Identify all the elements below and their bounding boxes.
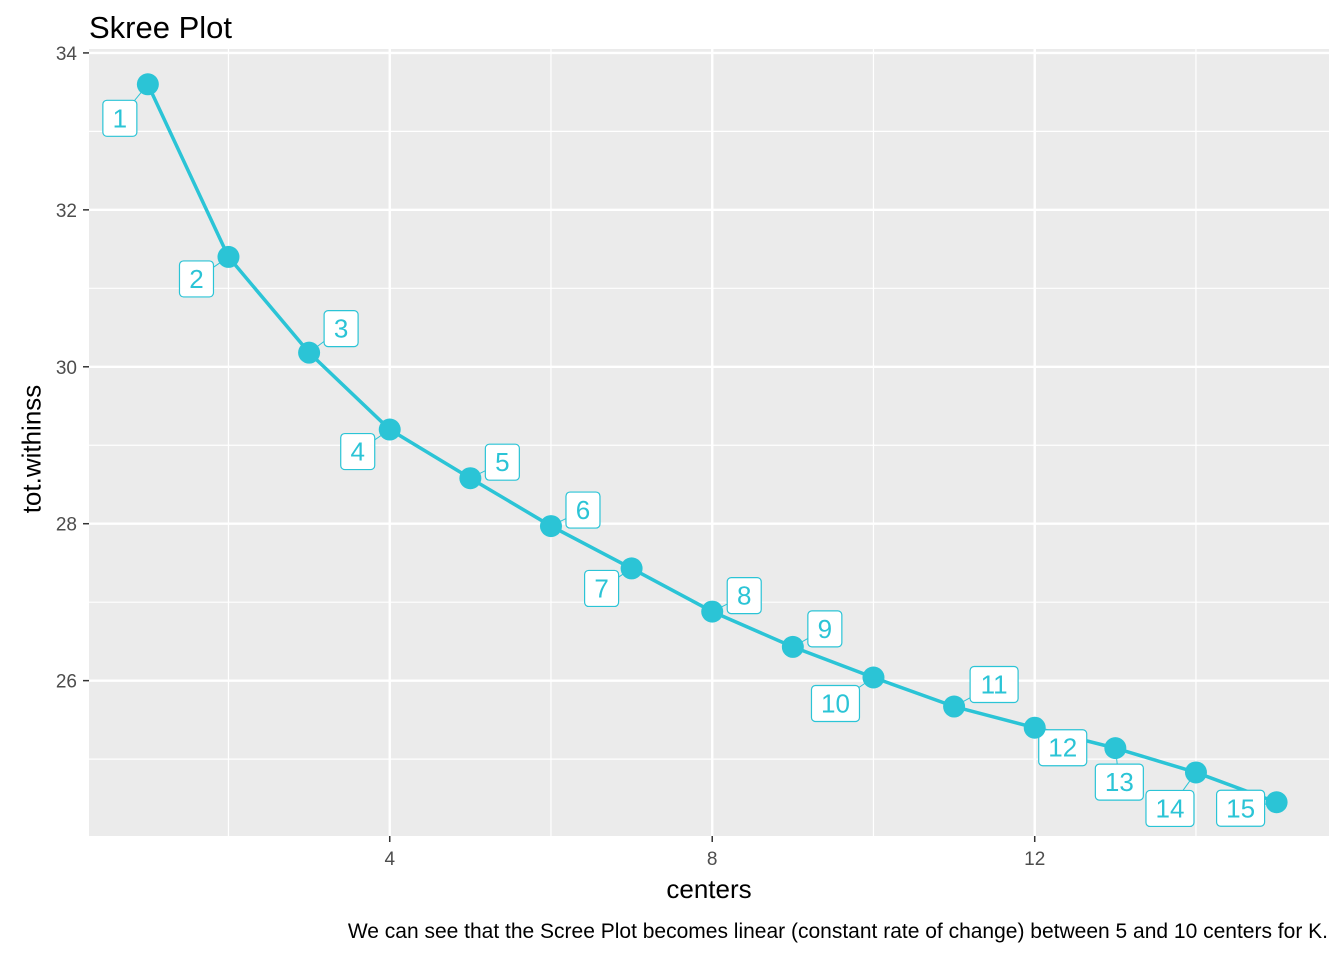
y-tick-label: 28 bbox=[56, 515, 77, 536]
point-label-box bbox=[323, 310, 359, 348]
x-tick-label: 8 bbox=[707, 849, 718, 870]
data-point bbox=[217, 245, 240, 268]
point-label-box bbox=[1094, 763, 1144, 801]
plot-panel bbox=[89, 49, 1329, 836]
data-point bbox=[862, 666, 885, 689]
data-point bbox=[1104, 737, 1127, 760]
point-label: 3 bbox=[334, 314, 348, 344]
point-label-box bbox=[178, 260, 215, 298]
point-label-box bbox=[726, 576, 762, 615]
x-tick-label: 4 bbox=[384, 849, 395, 870]
data-point bbox=[539, 515, 562, 538]
y-tick-label: 32 bbox=[56, 201, 77, 222]
point-label-box bbox=[584, 569, 620, 608]
point-label: 13 bbox=[1105, 767, 1134, 797]
chart-title: Skree Plot bbox=[89, 10, 233, 45]
point-label: 14 bbox=[1156, 793, 1185, 823]
y-tick-label: 30 bbox=[56, 358, 77, 379]
point-label: 15 bbox=[1226, 793, 1255, 823]
data-point bbox=[298, 341, 321, 364]
data-point bbox=[1184, 761, 1207, 784]
point-label: 10 bbox=[821, 689, 850, 719]
point-label-box bbox=[969, 665, 1019, 704]
point-label-box bbox=[810, 684, 861, 723]
point-label-box bbox=[1145, 789, 1195, 828]
data-point bbox=[1265, 791, 1288, 814]
y-tick-label: 26 bbox=[56, 672, 77, 693]
point-label-box bbox=[102, 99, 138, 137]
point-label-box bbox=[340, 432, 376, 471]
point-label-box bbox=[807, 610, 843, 648]
y-tick-label: 34 bbox=[56, 44, 78, 65]
data-point bbox=[781, 635, 804, 658]
point-label: 2 bbox=[189, 264, 203, 294]
point-label-box bbox=[484, 443, 520, 481]
point-label: 1 bbox=[113, 103, 127, 133]
data-point bbox=[136, 73, 159, 96]
point-label: 11 bbox=[981, 670, 1008, 700]
point-label-box bbox=[1215, 789, 1266, 827]
point-label: 9 bbox=[818, 614, 832, 644]
data-point bbox=[620, 557, 643, 580]
x-axis-label: centers bbox=[666, 874, 752, 904]
data-point bbox=[459, 467, 482, 490]
data-point bbox=[378, 418, 401, 441]
point-label-box bbox=[1038, 729, 1088, 767]
point-label: 5 bbox=[495, 447, 509, 477]
data-point bbox=[701, 600, 724, 623]
point-label: 6 bbox=[576, 495, 590, 525]
point-label: 8 bbox=[737, 581, 751, 611]
point-label-box bbox=[565, 491, 601, 529]
chart-caption: We can see that the Scree Plot becomes l… bbox=[347, 920, 1328, 943]
point-label: 7 bbox=[594, 573, 608, 603]
point-label: 12 bbox=[1048, 733, 1077, 763]
data-point bbox=[1023, 716, 1046, 739]
point-label: 4 bbox=[350, 437, 364, 467]
data-point bbox=[943, 695, 966, 718]
x-tick-label: 12 bbox=[1024, 849, 1045, 870]
